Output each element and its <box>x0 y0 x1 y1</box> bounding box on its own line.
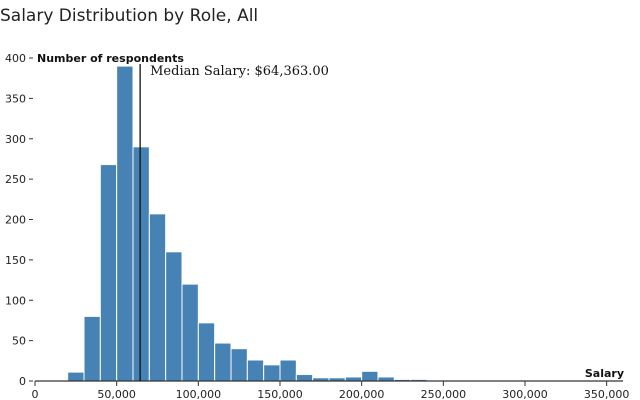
y-tick-label: 200 <box>5 214 26 227</box>
y-tick-label: 400 <box>5 52 26 65</box>
y-tick-label: 250 <box>5 173 26 186</box>
chart-title: Salary Distribution by Role, All <box>0 6 259 26</box>
histogram-bar <box>83 315 101 382</box>
histogram-bar <box>279 359 297 382</box>
x-tick-label: 150,000 <box>257 388 303 400</box>
histogram-bar <box>67 371 85 382</box>
histogram-bar <box>263 364 281 382</box>
x-tick-label: 350,000 <box>584 388 630 400</box>
histogram-bar <box>214 342 232 382</box>
x-axis-title: Salary <box>585 367 624 380</box>
histogram-bar <box>377 376 395 382</box>
histogram-bar <box>148 213 167 382</box>
histogram-bar <box>99 164 118 382</box>
x-tick-label: 300,000 <box>502 388 548 400</box>
y-tick-label: 100 <box>5 294 26 307</box>
histogram-bars <box>67 65 608 382</box>
y-tick-label: 350 <box>5 92 26 105</box>
x-tick-label: 50,000 <box>97 388 136 400</box>
y-axis: 0 50 100 150 200 250 300 350 400 <box>5 52 33 388</box>
histogram-bar <box>230 348 248 382</box>
histogram-bar <box>181 283 199 382</box>
x-axis: 0 50,000 100,000 150,000 200,000 250,000 300,0… <box>32 380 630 400</box>
histogram-bar <box>197 322 216 382</box>
y-tick-label: 0 <box>19 375 26 388</box>
histogram-bar <box>165 251 183 382</box>
x-tick-label: 200,000 <box>339 388 385 400</box>
histogram-bar <box>132 146 150 382</box>
x-tick-label: 250,000 <box>421 388 467 400</box>
y-tick-label: 300 <box>5 133 26 146</box>
histogram-bar <box>116 65 134 382</box>
median-label: Median Salary: $64,363.00 <box>150 64 329 79</box>
x-tick-label: 0 <box>32 388 39 400</box>
x-tick-label: 100,000 <box>176 388 222 400</box>
histogram-bar <box>246 359 265 382</box>
y-axis-title: Number of respondents <box>37 52 184 65</box>
histogram-bar <box>295 374 314 382</box>
y-tick-label: 50 <box>12 335 26 348</box>
y-tick-label: 150 <box>5 254 26 267</box>
histogram-bar <box>361 370 379 382</box>
histogram-bar <box>344 376 363 382</box>
